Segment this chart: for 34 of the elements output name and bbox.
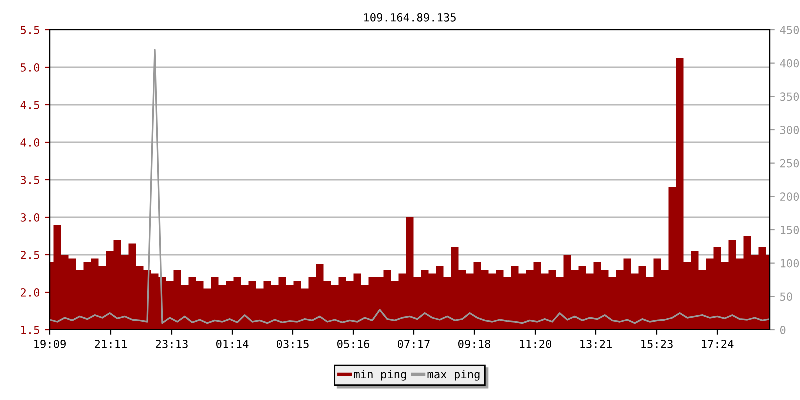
y2-tick-label: 0 <box>780 326 786 334</box>
y-tick-label: 5.5 <box>20 26 40 34</box>
y2-tick-label: 50 <box>780 292 792 302</box>
x-tick-label: 03:15 <box>277 340 309 348</box>
legend-label: max ping <box>428 370 480 381</box>
y-tick-label: 4.5 <box>20 101 40 110</box>
y-tick-label: 4.0 <box>20 138 40 147</box>
y2-tick-label: 400 <box>780 59 800 68</box>
y2-tick-label: 300 <box>780 126 800 134</box>
x-tick-label: 23:13 <box>156 340 188 348</box>
y2-tick-label: 450 <box>780 26 800 34</box>
y2-tick-label: 200 <box>780 192 800 202</box>
y-tick-label: 3.0 <box>20 214 40 222</box>
x-tick-label: 05:16 <box>338 340 370 348</box>
legend-label: min ping <box>354 370 406 381</box>
x-tick-label: 13:21 <box>580 340 612 348</box>
x-tick-label: 01:14 <box>216 340 249 348</box>
x-tick-label: 09:18 <box>458 340 491 348</box>
y-tick-label: 2.0 <box>21 288 40 297</box>
y-tick-label: 1.5 <box>22 326 40 334</box>
x-tick-label: 07:17 <box>398 340 430 348</box>
x-tick-label: 11:20 <box>520 340 552 348</box>
x-tick-label: 19:09 <box>34 340 66 348</box>
y-tick-label: 2.5 <box>21 251 40 260</box>
y2-tick-label: 250 <box>780 159 800 168</box>
y2-tick-label: 100 <box>781 259 800 268</box>
x-tick-label: 15:23 <box>642 340 673 348</box>
x-tick-label: 21:11 <box>95 340 127 348</box>
y-tick-label: 5.0 <box>20 64 40 72</box>
y-tick-label: 3.5 <box>20 176 40 184</box>
chart-title: 109.164.89.135 <box>364 13 456 22</box>
y2-tick-label: 150 <box>781 226 800 234</box>
y2-tick-label: 350 <box>780 92 800 102</box>
x-tick-label: 17:24 <box>702 340 734 348</box>
